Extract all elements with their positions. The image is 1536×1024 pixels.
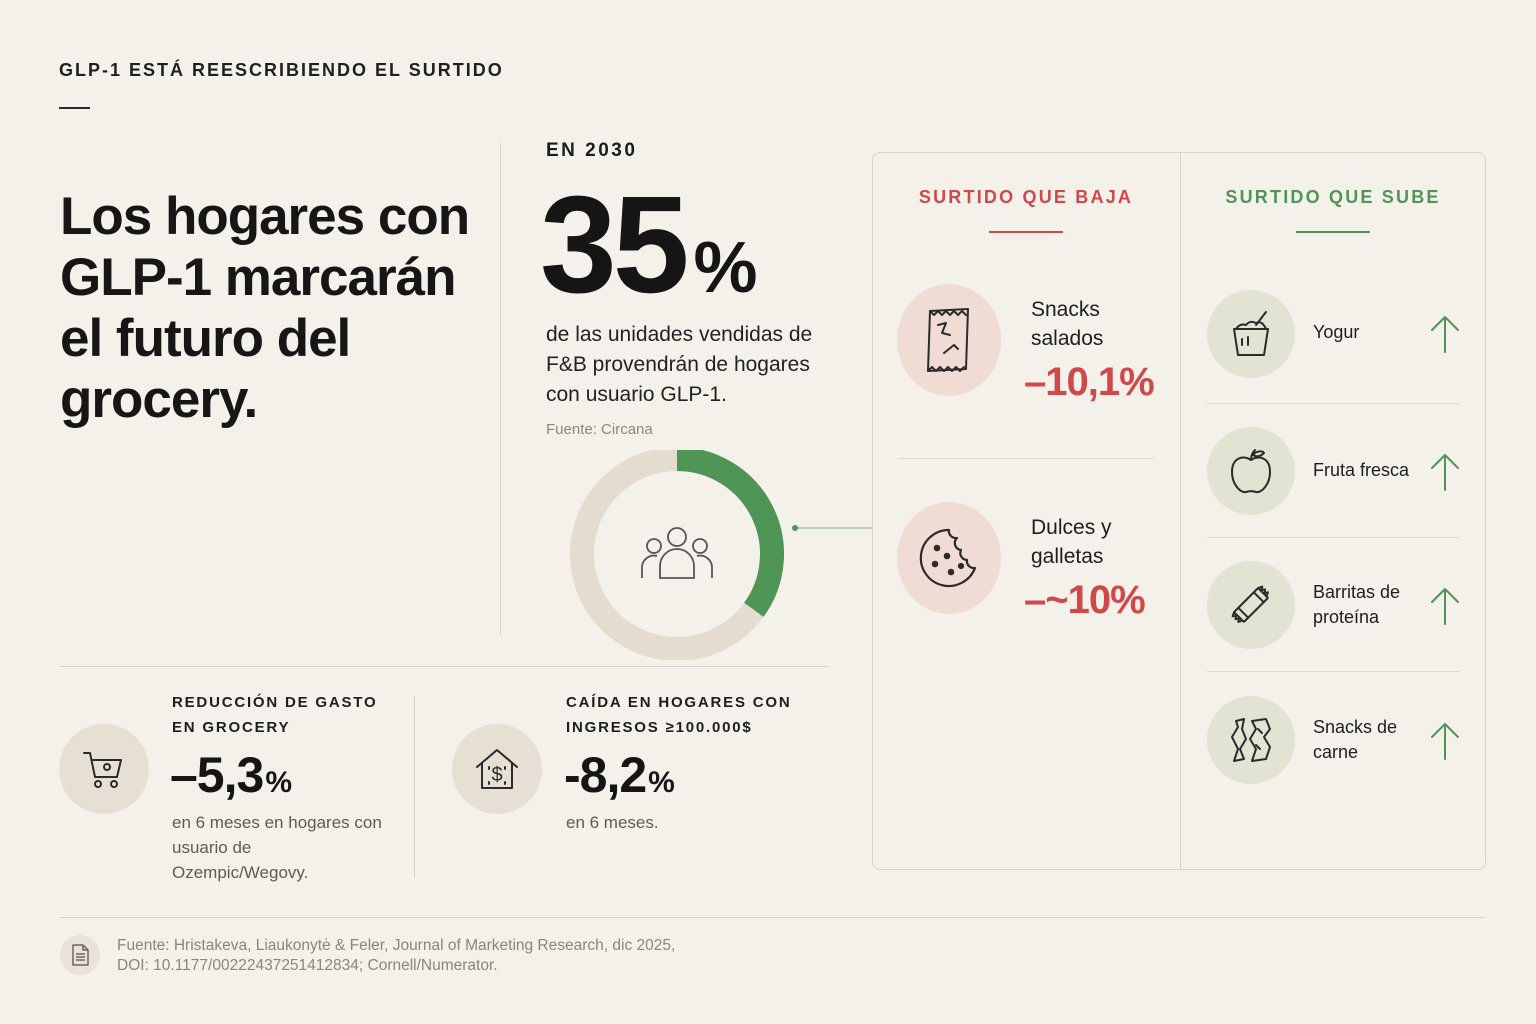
footer-source: Fuente: Hristakeva, Liaukonytė & Feler, … [117,937,676,974]
up-arrow-icon [1431,454,1459,491]
share-donut [570,450,872,660]
cookie-icon [897,502,1001,614]
down-item-2-label: Dulces y galletas [1031,516,1112,568]
year-label: EN 2030 [546,140,638,161]
footer-rule [59,917,1486,918]
circana-source: Fuente: Circana [546,421,653,438]
down-item-2-value: –~10% [1024,578,1146,622]
stats-divider [414,696,415,878]
up-arrow-icon [1431,588,1459,625]
stat-2-unit: % [648,766,675,799]
big-description: de las unidades vendidas de F&B provendr… [546,323,813,406]
down-item-1-label: Snacks salados [1031,298,1104,350]
big-value: 35 [540,168,689,322]
stat-1-number: –5,3 [170,747,264,803]
horizontal-divider [59,666,830,667]
stat-1-unit: % [265,766,293,799]
stat-1-label: REDUCCIÓN DE GASTO EN GROCERY [172,694,378,736]
up-arrow-icon [1431,723,1459,760]
down-title-rule [989,231,1063,233]
apple-icon [1207,427,1295,515]
vertical-divider [500,143,501,635]
donut-connector-dot [792,525,798,531]
stat-2-value: -8,2% [564,746,675,804]
up-item-4-label: Snacks de carne [1313,717,1398,762]
donut-share-arc [676,450,784,617]
protein-bar-icon [1207,561,1295,649]
svg-text:$: $ [491,764,502,786]
big-unit: % [693,228,758,308]
up-row-divider [1207,671,1459,672]
stat-2-number: -8,2 [564,747,647,803]
jerky-icon [1207,696,1295,784]
stat-2-description: en 6 meses. [566,813,659,832]
document-icon [60,935,100,975]
up-arrow-icon [1431,316,1459,353]
up-row-divider [1207,537,1459,538]
panel-divider [1180,153,1181,869]
up-item-3-label: Barritas de proteína [1313,582,1401,627]
chip-bag-icon [897,284,1001,396]
stat-2-label: CAÍDA EN HOGARES CON INGRESOS ≥100.000$ [566,694,792,736]
people-icon [641,527,713,579]
down-title: SURTIDO QUE BAJA [918,187,1134,207]
headline: Los hogares con GLP-1 marcarán el futuro… [60,187,470,429]
down-item-1-value: –10,1% [1024,360,1155,404]
yogurt-icon [1207,290,1295,378]
up-row-divider [1207,403,1459,404]
big-percentage: 35% [540,170,758,343]
stat-1-value: –5,3% [170,746,292,804]
up-item-2-label: Fruta fresca [1313,460,1410,480]
down-row-divider [898,458,1154,459]
kicker-rule [59,107,90,109]
kicker: GLP-1 ESTÁ REESCRIBIENDO EL SURTIDO [59,60,504,80]
stat-1-description: en 6 meses en hogares con usuario de Oze… [172,813,382,882]
shopping-cart-icon [59,724,149,814]
house-dollar-icon: $ [452,724,542,814]
up-title-rule [1296,231,1370,233]
assortment-panel [872,152,1486,870]
up-item-1-label: Yogur [1313,322,1360,342]
up-title: SURTIDO QUE SUBE [1225,187,1441,207]
